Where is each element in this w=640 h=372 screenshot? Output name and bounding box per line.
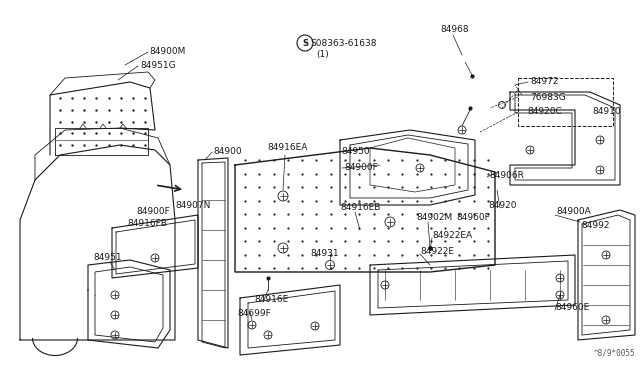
Text: 84900F: 84900F — [344, 164, 378, 173]
Text: ^8/9*0055: ^8/9*0055 — [593, 349, 635, 358]
Text: S: S — [302, 38, 308, 48]
Text: S08363-61638: S08363-61638 — [310, 38, 376, 48]
Text: 84916EB: 84916EB — [340, 203, 380, 212]
Text: 84900: 84900 — [213, 148, 242, 157]
Text: 84907N: 84907N — [175, 201, 211, 209]
Text: 84968: 84968 — [440, 26, 468, 35]
Text: 84699F: 84699F — [237, 310, 271, 318]
Text: 84900M: 84900M — [149, 48, 186, 57]
Text: 84900A: 84900A — [556, 208, 591, 217]
Bar — [518, 78, 613, 126]
Text: 84916FB: 84916FB — [127, 218, 167, 228]
Text: 84910: 84910 — [592, 106, 621, 115]
Text: 84900F: 84900F — [136, 208, 170, 217]
Text: 84972: 84972 — [530, 77, 559, 87]
Text: 84906R: 84906R — [489, 170, 524, 180]
Text: 84931: 84931 — [310, 248, 339, 257]
Text: 84920C: 84920C — [527, 106, 562, 115]
Text: 84951G: 84951G — [140, 61, 175, 71]
Text: 84960F: 84960F — [456, 214, 490, 222]
Text: 84916EA: 84916EA — [267, 144, 307, 153]
Text: 84992: 84992 — [581, 221, 609, 231]
Text: 76983G: 76983G — [530, 93, 566, 102]
Text: 84916E: 84916E — [254, 295, 288, 305]
Text: 84960E: 84960E — [555, 304, 589, 312]
Text: (1): (1) — [316, 49, 329, 58]
Text: 84951: 84951 — [93, 253, 122, 263]
Text: 84902M: 84902M — [416, 214, 452, 222]
Text: 84950: 84950 — [341, 148, 370, 157]
Text: 84920: 84920 — [488, 201, 516, 209]
Text: 84922EA: 84922EA — [432, 231, 472, 241]
Text: 84922E: 84922E — [420, 247, 454, 257]
